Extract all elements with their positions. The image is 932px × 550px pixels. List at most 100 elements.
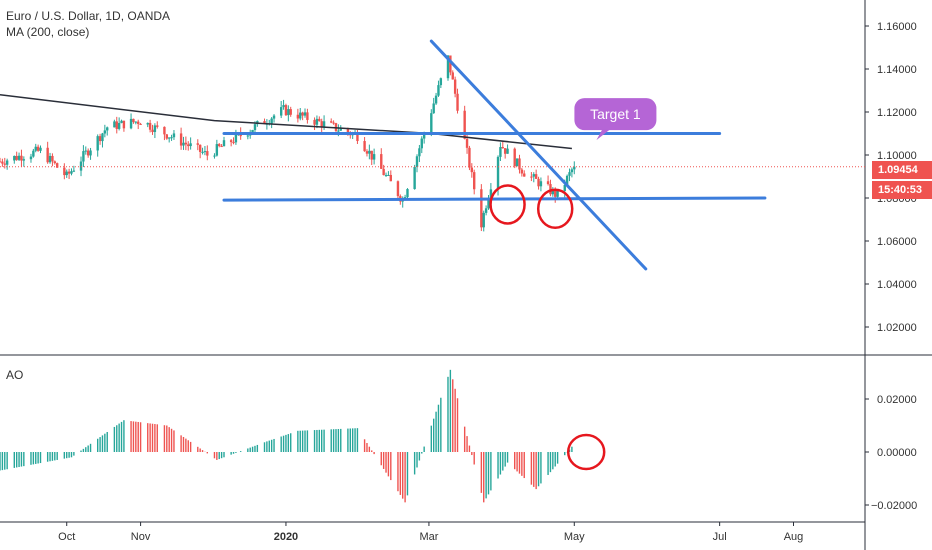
candle-body xyxy=(556,191,558,197)
candle-body xyxy=(187,144,189,146)
candle-body xyxy=(46,148,48,162)
candle-body xyxy=(568,172,570,176)
candle-body xyxy=(297,115,299,119)
candle-body xyxy=(20,156,22,161)
countdown-tag: 15:40:53 xyxy=(872,181,932,199)
candle-body xyxy=(73,171,75,172)
candle-body xyxy=(437,85,439,96)
candle-body xyxy=(137,122,139,124)
candle-body xyxy=(166,134,168,138)
candle-body xyxy=(547,181,549,184)
candle-body xyxy=(39,148,41,151)
candle-body xyxy=(82,151,84,161)
candle-body xyxy=(299,113,301,119)
candle-body xyxy=(280,107,282,115)
candle-body xyxy=(232,142,234,143)
candle-body xyxy=(54,161,56,163)
candle-body xyxy=(99,136,101,141)
candle-body xyxy=(168,137,170,138)
candle-body xyxy=(163,127,165,135)
price-tick-label: 1.12000 xyxy=(877,107,917,119)
candle-body xyxy=(318,119,320,121)
candle-body xyxy=(173,133,175,137)
candle-body xyxy=(287,109,289,115)
candle-body xyxy=(452,72,454,79)
candle-body xyxy=(216,144,218,156)
time-tick-label: Mar xyxy=(419,531,438,543)
candle-body xyxy=(132,119,134,122)
candle-body xyxy=(316,119,318,125)
candle-body xyxy=(516,158,518,166)
candle-body xyxy=(473,172,475,189)
candle-body xyxy=(170,137,172,138)
time-tick-label: Aug xyxy=(784,531,804,543)
candle-body xyxy=(49,156,51,162)
candle-body xyxy=(85,151,87,152)
highlight-circle xyxy=(491,185,525,223)
candle-body xyxy=(373,154,375,160)
candle-body xyxy=(502,147,504,148)
price-tick-label: 1.04000 xyxy=(877,279,917,291)
candle-body xyxy=(189,143,191,146)
candle-body xyxy=(413,167,415,189)
candle-body xyxy=(537,179,539,186)
candle-body xyxy=(313,120,315,125)
candle-body xyxy=(204,151,206,152)
candle-body xyxy=(540,181,542,186)
candle-body xyxy=(320,121,322,127)
candle-body xyxy=(6,161,8,165)
candle-body xyxy=(13,156,15,161)
ma-200-line xyxy=(0,95,572,149)
ao-tick-label: 0.00000 xyxy=(877,447,917,459)
ao-tick-label: 0.02000 xyxy=(877,394,917,406)
candle-body xyxy=(387,175,389,176)
candle-body xyxy=(385,175,387,176)
candle-body xyxy=(514,149,516,167)
candle-body xyxy=(435,96,437,104)
candle-body xyxy=(518,158,520,169)
candle-body xyxy=(304,112,306,115)
time-tick-label: 2020 xyxy=(274,531,298,543)
candle-body xyxy=(30,157,32,160)
candle-body xyxy=(106,127,108,130)
candle-body xyxy=(135,122,137,123)
candle-body xyxy=(301,113,303,116)
candle-body xyxy=(63,168,65,175)
symbol-title: Euro / U.S. Dollar, 1D, OANDA xyxy=(6,8,170,24)
candle-body xyxy=(485,208,487,213)
candle-body xyxy=(285,105,287,115)
trend-line xyxy=(431,41,645,269)
candle-body xyxy=(290,109,292,115)
chart-legend: Euro / U.S. Dollar, 1D, OANDA MA (200, c… xyxy=(6,8,170,40)
price-tick-label: 1.06000 xyxy=(877,236,917,248)
price-tick-label: 1.14000 xyxy=(877,64,917,76)
candle-body xyxy=(149,123,151,130)
candle-body xyxy=(251,130,253,132)
candle-body xyxy=(1,162,3,164)
candle-body xyxy=(332,123,334,124)
candle-body xyxy=(4,164,6,165)
candle-body xyxy=(254,124,256,130)
candle-body xyxy=(282,105,284,107)
candle-body xyxy=(480,189,482,227)
candle-body xyxy=(199,145,201,152)
candle-body xyxy=(466,139,468,148)
candle-body xyxy=(506,149,508,154)
candle-body xyxy=(382,169,384,175)
candle-body xyxy=(337,131,339,132)
candle-body xyxy=(37,147,39,151)
candle-body xyxy=(101,134,103,142)
candle-body xyxy=(497,157,499,189)
candle-body xyxy=(118,123,120,129)
candle-body xyxy=(32,151,34,157)
candle-body xyxy=(35,147,37,151)
last-price-tag: 1.09454 xyxy=(872,161,932,179)
ao-tick-label: −0.02000 xyxy=(871,500,917,512)
candle-body xyxy=(247,135,249,136)
candle-body xyxy=(440,78,442,85)
candle-body xyxy=(96,136,98,150)
candle-body xyxy=(113,121,115,127)
support-line xyxy=(224,198,765,200)
time-tick-label: Oct xyxy=(58,531,75,543)
